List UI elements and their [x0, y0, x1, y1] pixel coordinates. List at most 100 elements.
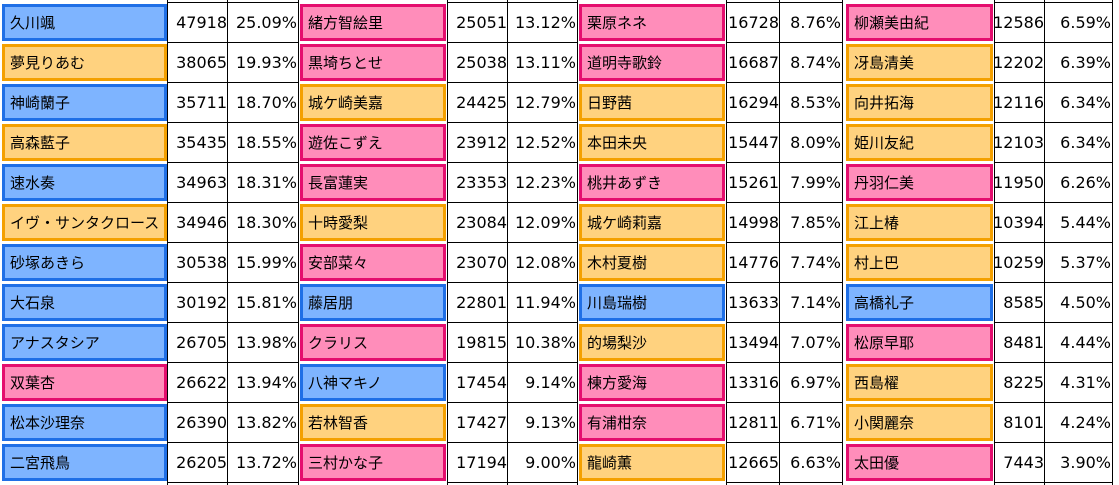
percent-cell: 12.79% [514, 93, 576, 112]
percent-cell: 12.08% [514, 253, 576, 272]
votes-cell: 8585 [1003, 293, 1044, 312]
name-cell: 日野茜 [579, 84, 725, 121]
percent-cell: 13.72% [235, 453, 297, 472]
votes-cell: 23084 [456, 213, 507, 232]
grid-line-horizontal [726, 122, 843, 123]
grid-line-horizontal [994, 202, 1113, 203]
votes-cell: 14776 [728, 253, 779, 272]
votes-cell: 23353 [456, 173, 507, 192]
name-cell: 川島瑞樹 [579, 284, 725, 321]
votes-cell: 16687 [728, 53, 779, 72]
votes-cell: 34946 [176, 213, 227, 232]
percent-cell: 12.23% [514, 173, 576, 192]
name-cell: 姫川友紀 [846, 124, 993, 161]
percent-cell: 13.11% [514, 53, 576, 72]
grid-line-horizontal [447, 202, 578, 203]
grid-line-horizontal [726, 202, 843, 203]
name-cell: 砂塚あきら [2, 244, 167, 281]
votes-cell: 12665 [728, 453, 779, 472]
grid-line-horizontal [167, 402, 299, 403]
votes-cell: 30192 [176, 293, 227, 312]
percent-cell: 15.81% [235, 293, 297, 312]
votes-cell: 12586 [995, 13, 1044, 32]
name-cell: 神崎蘭子 [2, 84, 167, 121]
name-cell: 大石泉 [2, 284, 167, 321]
percent-cell: 18.31% [235, 173, 297, 192]
grid-line-horizontal [994, 482, 1113, 483]
percent-cell: 13.98% [235, 333, 297, 352]
percent-cell: 18.70% [235, 93, 297, 112]
name-cell: 柳瀬美由紀 [846, 4, 993, 41]
percent-cell: 3.90% [1060, 453, 1111, 472]
percent-cell: 5.44% [1060, 213, 1111, 232]
grid-line-horizontal [994, 442, 1113, 443]
grid-line-horizontal [726, 82, 843, 83]
percent-cell: 9.00% [525, 453, 576, 472]
grid-line-horizontal [167, 362, 299, 363]
votes-cell: 35711 [176, 93, 227, 112]
name-cell: 道明寺歌鈴 [579, 44, 725, 81]
grid-line-horizontal [726, 402, 843, 403]
name-cell: 三村かな子 [300, 444, 446, 481]
grid-line-horizontal [167, 202, 299, 203]
percent-cell: 4.44% [1060, 333, 1111, 352]
percent-cell: 7.07% [790, 333, 841, 352]
percent-cell: 6.26% [1060, 173, 1111, 192]
votes-cell: 25038 [456, 53, 507, 72]
name-cell: 松原早耶 [846, 324, 993, 361]
votes-cell: 26622 [176, 373, 227, 392]
votes-cell: 17454 [456, 373, 507, 392]
name-cell: 冴島清美 [846, 44, 993, 81]
name-cell: 棟方愛海 [579, 364, 725, 401]
grid-line-horizontal [167, 42, 299, 43]
votes-cell: 11950 [995, 173, 1044, 192]
name-cell: イヴ・サンタクロース [2, 204, 167, 241]
grid-line-horizontal [447, 122, 578, 123]
votes-cell: 15261 [728, 173, 779, 192]
votes-cell: 34963 [176, 173, 227, 192]
grid-line-horizontal [994, 42, 1113, 43]
grid-line-horizontal [994, 402, 1113, 403]
grid-line-horizontal [994, 362, 1113, 363]
votes-cell: 12811 [728, 413, 779, 432]
name-cell: 藤居朋 [300, 284, 446, 321]
percent-cell: 18.30% [235, 213, 297, 232]
name-cell: クラリス [300, 324, 446, 361]
percent-cell: 6.63% [790, 453, 841, 472]
name-cell: 龍崎薫 [579, 444, 725, 481]
percent-cell: 9.14% [525, 373, 576, 392]
name-cell: 双葉杏 [2, 364, 167, 401]
grid-line-horizontal [994, 82, 1113, 83]
percent-cell: 13.94% [235, 373, 297, 392]
votes-cell: 47918 [176, 13, 227, 32]
grid-line-horizontal [994, 122, 1113, 123]
name-cell: 栗原ネネ [579, 4, 725, 41]
name-cell: 的場梨沙 [579, 324, 725, 361]
percent-cell: 12.09% [514, 213, 576, 232]
votes-cell: 17194 [456, 453, 507, 472]
grid-line-horizontal [726, 482, 843, 483]
percent-cell: 15.99% [235, 253, 297, 272]
percent-cell: 7.99% [790, 173, 841, 192]
percent-cell: 4.50% [1060, 293, 1111, 312]
name-cell: 城ケ崎莉嘉 [579, 204, 725, 241]
votes-cell: 8225 [1003, 373, 1044, 392]
percent-cell: 4.24% [1060, 413, 1111, 432]
name-cell: 西島櫂 [846, 364, 993, 401]
votes-cell: 12202 [995, 53, 1044, 72]
name-cell: 城ケ崎美嘉 [300, 84, 446, 121]
votes-cell: 8481 [1003, 333, 1044, 352]
name-cell: 二宮飛鳥 [2, 444, 167, 481]
grid-line-horizontal [726, 322, 843, 323]
percent-cell: 8.09% [790, 133, 841, 152]
grid-line-horizontal [447, 242, 578, 243]
name-cell: 若林智香 [300, 404, 446, 441]
percent-cell: 8.74% [790, 53, 841, 72]
votes-cell: 23912 [456, 133, 507, 152]
percent-cell: 4.31% [1060, 373, 1111, 392]
name-cell: 江上椿 [846, 204, 993, 241]
grid-line-horizontal [447, 162, 578, 163]
percent-cell: 6.34% [1060, 133, 1111, 152]
grid-line-horizontal [447, 282, 578, 283]
name-cell: 本田未央 [579, 124, 725, 161]
